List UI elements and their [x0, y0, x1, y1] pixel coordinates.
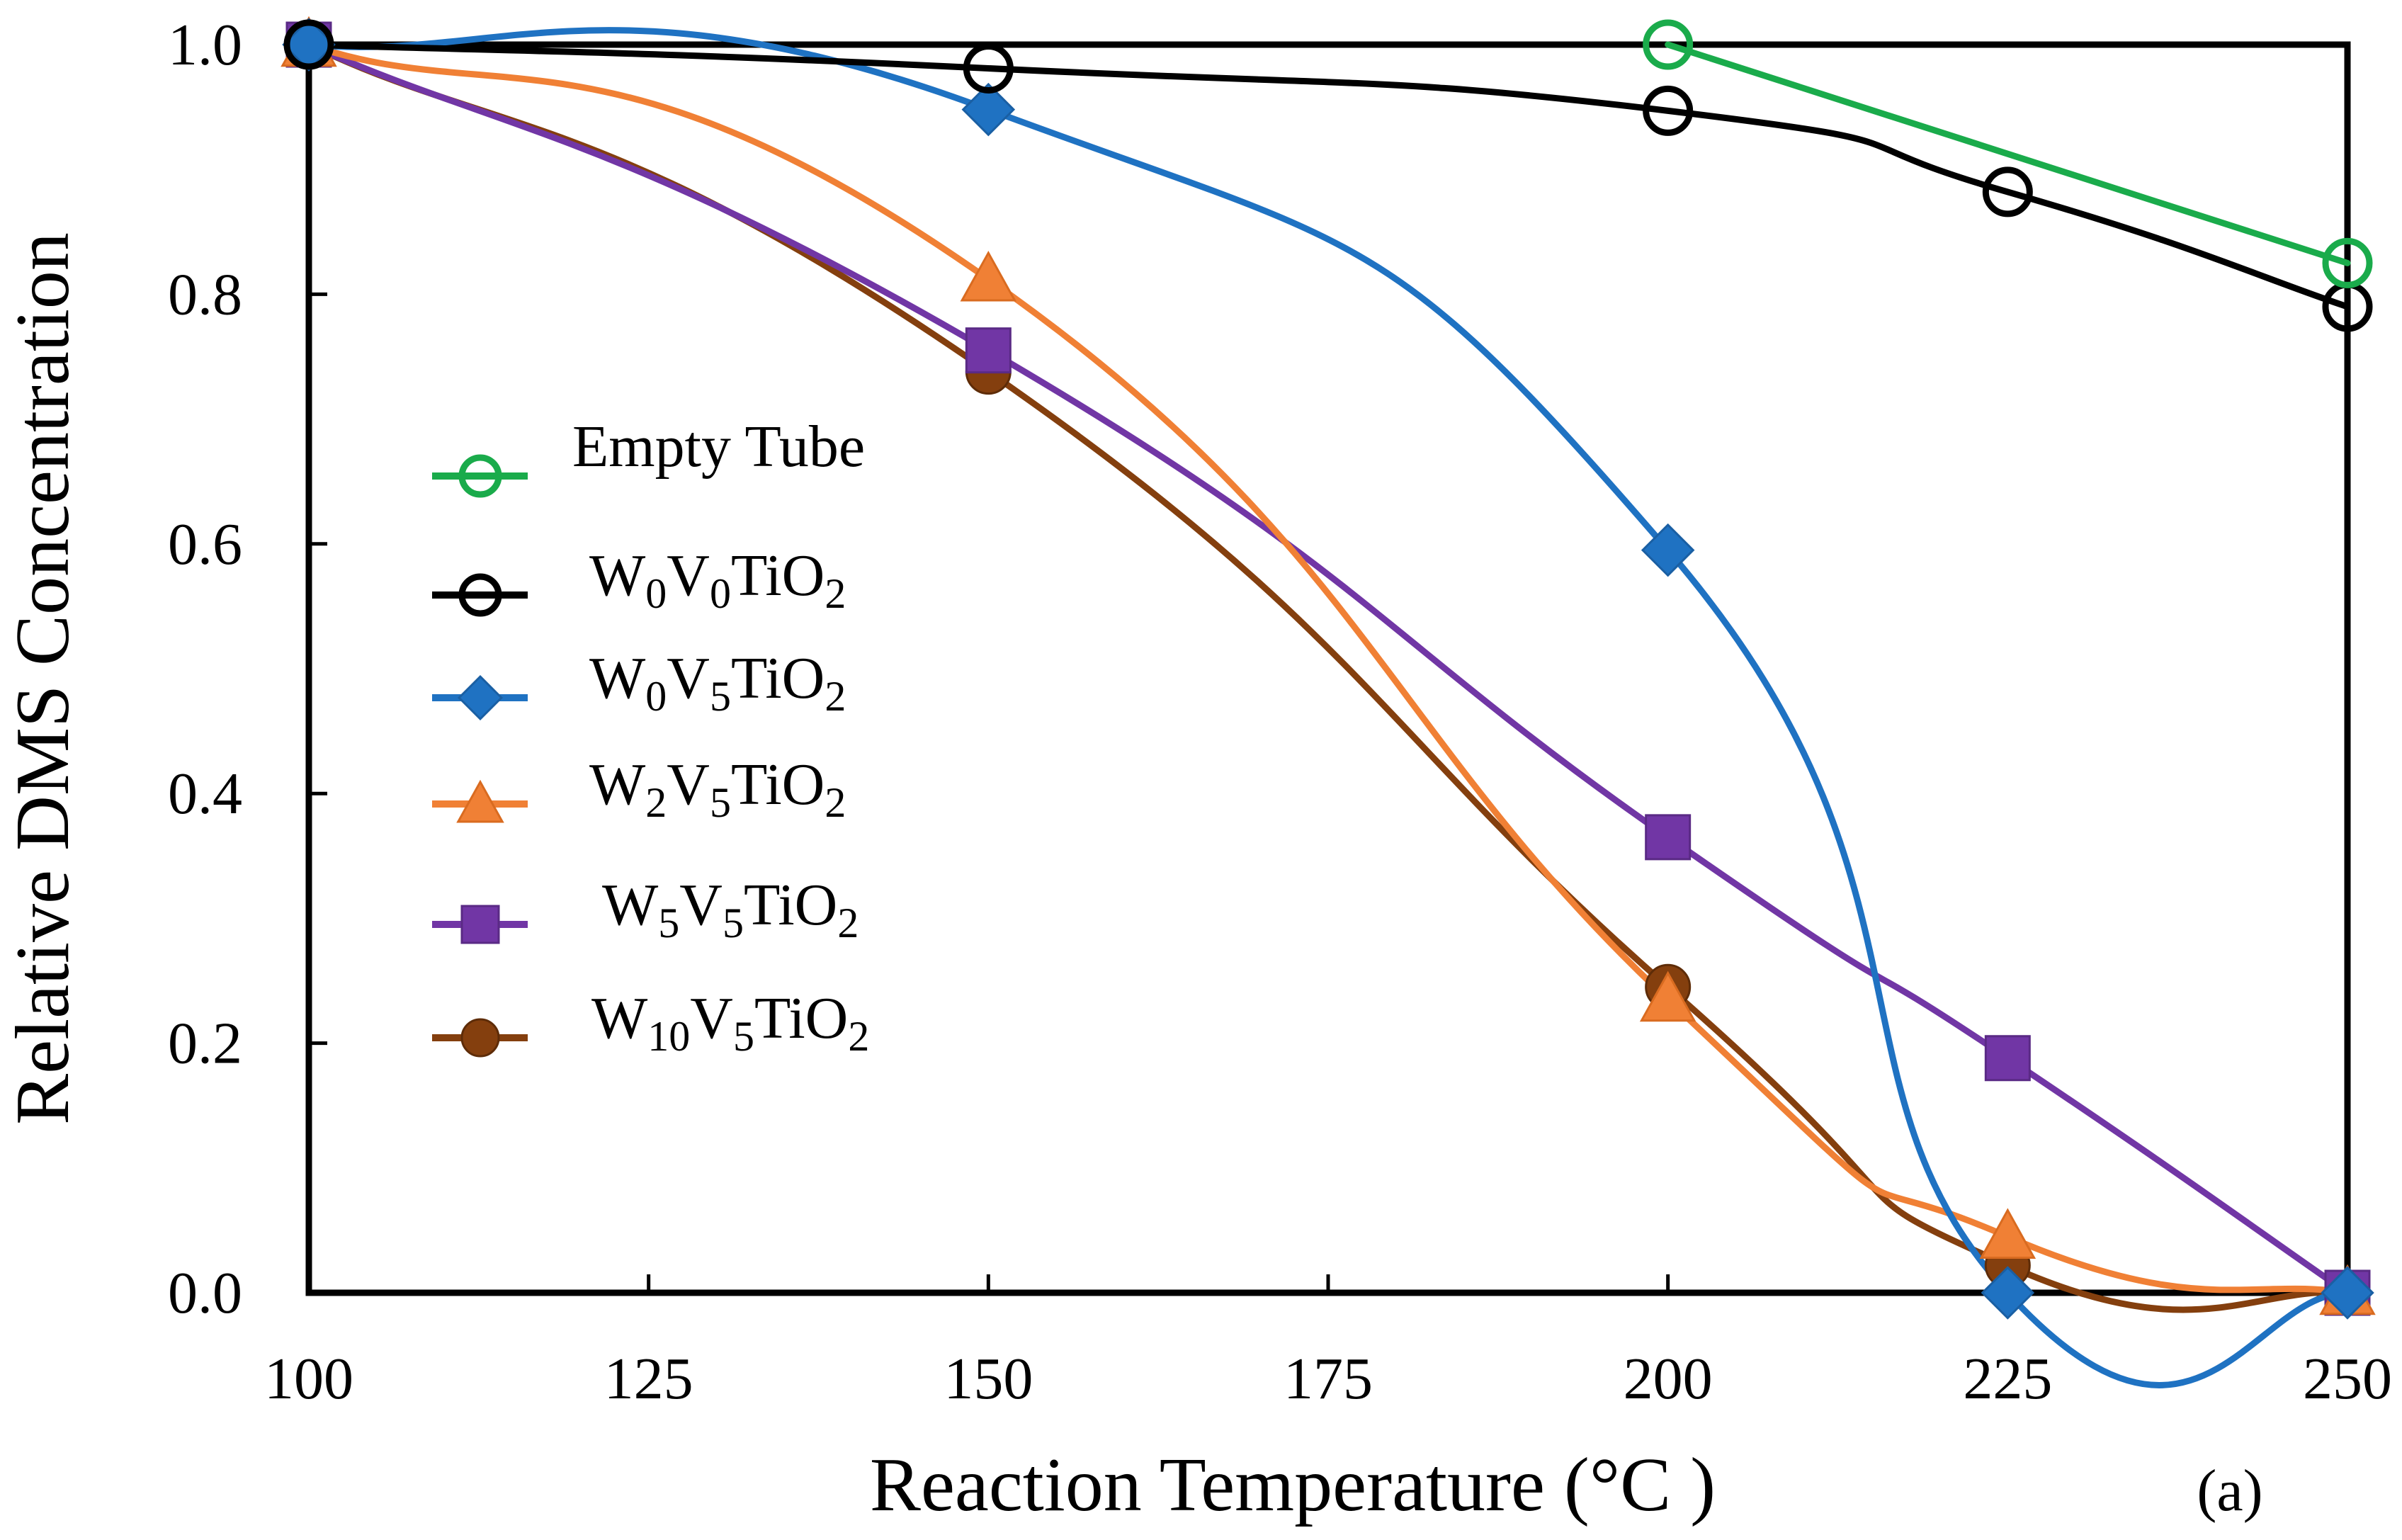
x-tick-label: 225 [1963, 1346, 2052, 1412]
legend-label-part: 5 [710, 673, 731, 720]
legend-label-part: TiO [744, 872, 837, 938]
legend-label-part: V [667, 543, 710, 608]
legend-label-part: 5 [658, 900, 679, 946]
legend-label-W10V5TiO2: W10V5TiO2 [591, 985, 869, 1060]
y-axis-title: Relative DMS Concentration [1, 232, 85, 1125]
legend-label-part: TiO [731, 752, 825, 817]
series-line-W0V0TiO2 [305, 41, 2351, 310]
legend-label-part: 2 [645, 779, 667, 826]
x-tick-label: 150 [944, 1346, 1033, 1412]
legend-label-part: W [602, 872, 659, 938]
point-W0V0TiO2 [1643, 85, 1694, 136]
point-W0V0TiO2 [963, 43, 1014, 94]
panel-label: (a) [2197, 1458, 2262, 1524]
y-tick-label: 0.4 [168, 761, 242, 827]
legend-label-part: W [589, 752, 646, 817]
legend-label-part: 10 [647, 1013, 690, 1060]
legend-marker-W10V5TiO2 [460, 1018, 500, 1058]
legend-label-part: W [589, 645, 646, 711]
point-W5V5TiO2 [1645, 814, 1692, 861]
point-Empty Tube [2322, 237, 2373, 288]
legend-marker-Empty Tube [458, 454, 502, 498]
legend-label-part: TiO [731, 645, 825, 711]
y-tick-label: 0.0 [168, 1260, 242, 1326]
point-W0V5TiO2 [1981, 1266, 2035, 1320]
x-tick-label: 200 [1624, 1346, 1713, 1412]
legend-label-part: V [667, 752, 710, 817]
legend-label-part: 2 [825, 673, 846, 720]
legend-label-part: W [591, 985, 648, 1051]
legend-label-Empty Tube: Empty Tube [572, 414, 865, 480]
x-tick-label: 100 [264, 1346, 353, 1412]
series-line-Empty Tube [1665, 41, 2351, 266]
legend-marker-W0V0TiO2 [458, 573, 502, 617]
legend-label-part: TiO [754, 985, 848, 1051]
point-W0V5TiO2 [1641, 523, 1695, 577]
y-tick-label: 0.2 [168, 1011, 242, 1077]
legend-label-part: 2 [825, 779, 846, 826]
series-line-W5V5TiO2 [305, 41, 2351, 1296]
series-markers [281, 16, 2376, 1320]
legend-label-W0V5TiO2: W0V5TiO2 [589, 645, 846, 720]
y-tick-label: 1.0 [168, 12, 242, 78]
legend-label-part: V [667, 645, 710, 711]
point-W0V5TiO2 [282, 18, 336, 72]
x-tick-label: 250 [2303, 1346, 2392, 1412]
legend-label-part: 2 [837, 900, 859, 946]
legend-label-part: Empty Tube [572, 414, 865, 480]
point-W5V5TiO2 [1984, 1035, 2031, 1082]
legend-label-W2V5TiO2: W2V5TiO2 [589, 752, 846, 826]
point-W5V5TiO2 [965, 327, 1012, 374]
point-Empty Tube [1643, 19, 1694, 70]
y-tick-label: 0.8 [168, 261, 242, 327]
legend-marker-W0V5TiO2 [457, 674, 504, 721]
legend-label-part: TiO [731, 543, 825, 608]
legend-marker-W2V5TiO2 [456, 779, 504, 823]
legend-label-part: 2 [825, 570, 846, 617]
point-W2V5TiO2 [1639, 970, 1696, 1022]
legend-marker-W5V5TiO2 [460, 905, 500, 944]
legend-label-part: 5 [733, 1013, 754, 1060]
series-line-W2V5TiO2 [305, 41, 2351, 1296]
legend-label-part: 0 [645, 570, 667, 617]
legend: Empty TubeW0V0TiO2W0V5TiO2W2V5TiO2W5V5Ti… [432, 414, 869, 1060]
legend-label-part: 0 [710, 570, 731, 617]
legend-label-part: V [679, 872, 723, 938]
legend-label-W0V0TiO2: W0V0TiO2 [589, 543, 846, 617]
legend-label-part: 0 [645, 673, 667, 720]
legend-label-part: 5 [710, 779, 731, 826]
point-W0V5TiO2 [2321, 1266, 2374, 1320]
point-W2V5TiO2 [1979, 1208, 2036, 1259]
x-tick-label: 125 [604, 1346, 693, 1412]
legend-label-part: W [589, 543, 646, 608]
legend-label-W5V5TiO2: W5V5TiO2 [602, 872, 859, 946]
y-tick-label: 0.6 [168, 511, 242, 577]
point-W0V5TiO2 [961, 82, 1016, 137]
legend-label-part: 5 [723, 900, 744, 946]
point-W2V5TiO2 [960, 250, 1017, 302]
x-tick-label: 175 [1284, 1346, 1373, 1412]
legend-label-part: 2 [848, 1013, 869, 1060]
point-W0V0TiO2 [283, 19, 334, 70]
legend-label-part: V [690, 985, 733, 1051]
x-axis-title: Reaction Temperature (°C ) [870, 1443, 1716, 1527]
point-W0V0TiO2 [1982, 166, 2033, 217]
